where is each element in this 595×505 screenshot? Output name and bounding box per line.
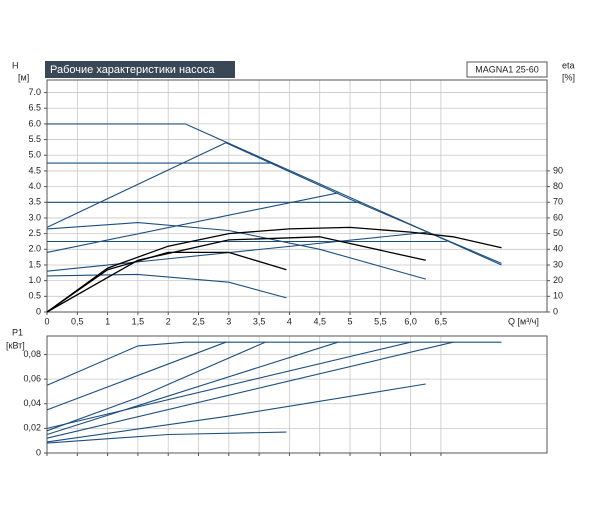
- y-tick-label: 5.0: [28, 150, 41, 160]
- curve: [46, 341, 226, 411]
- y2-tick-label: 40: [553, 244, 563, 254]
- y-tick-label: 6.5: [28, 103, 41, 113]
- curve: [46, 273, 287, 299]
- y-label: P1: [12, 327, 23, 337]
- plot-frame: [46, 79, 548, 313]
- efficiency-curve: [46, 236, 426, 313]
- y2-tick-label: 50: [553, 228, 563, 238]
- curve: [46, 341, 502, 386]
- y-tick-label: 1.5: [28, 259, 41, 269]
- y-tick-label: 1.0: [28, 275, 41, 285]
- y-tick-label: 0,08: [23, 349, 41, 359]
- y-tick-label: 3.5: [28, 197, 41, 207]
- y2-tick-label: 80: [553, 181, 563, 191]
- y-tick-label: 7.0: [28, 87, 41, 97]
- curve: [46, 341, 454, 439]
- y-tick-label: 6.0: [28, 118, 41, 128]
- x-tick-label: 2: [166, 316, 171, 326]
- model-label: MAGNA1 25-60: [475, 64, 539, 74]
- x-tick-label: 4,5: [313, 316, 326, 326]
- curve: [46, 341, 266, 432]
- curve: [46, 222, 426, 280]
- y-tick-label: 0,02: [23, 423, 41, 433]
- y-tick-label: 0,04: [23, 398, 41, 408]
- y2-label: eta: [562, 60, 575, 70]
- curve: [46, 341, 411, 429]
- y2-tick-label: 90: [553, 165, 563, 175]
- plot-area: [47, 336, 547, 453]
- title-box: [45, 61, 235, 78]
- y-tick-label: 4.5: [28, 165, 41, 175]
- y2-tick-label: 60: [553, 212, 563, 222]
- y-tick-label: 0.5: [28, 291, 41, 301]
- x-tick-label: 1,5: [132, 316, 145, 326]
- x-tick-label: 6,5: [435, 316, 448, 326]
- plot-frame: [46, 335, 548, 454]
- y-tick-label: 3.0: [28, 212, 41, 222]
- y-tick-label: 2.0: [28, 244, 41, 254]
- curve: [47, 123, 502, 266]
- efficiency-curve: [46, 226, 502, 313]
- x-tick-label: 3,5: [253, 316, 266, 326]
- x-tick-label: 5,5: [374, 316, 387, 326]
- y-tick-label: 5.5: [28, 134, 41, 144]
- y2-tick-label: 30: [553, 259, 563, 269]
- y-unit: [м]: [18, 72, 29, 82]
- y2-tick-label: 10: [553, 291, 563, 301]
- y-tick-label: 4.0: [28, 181, 41, 191]
- x-tick-label: 2,5: [192, 316, 205, 326]
- y-tick-label: 0,06: [23, 373, 41, 383]
- y-tick-label: 0: [36, 306, 41, 316]
- curve: [46, 231, 429, 272]
- y-tick-label: 0: [36, 447, 41, 457]
- x-label: Q [м³/ч]: [508, 316, 539, 326]
- x-tick-label: 6,0: [404, 316, 417, 326]
- x-tick-label: 0,5: [71, 316, 84, 326]
- y-label: H: [12, 60, 19, 70]
- chart-title: Рабочие характеристики насоса: [50, 64, 215, 76]
- x-tick-label: 5: [348, 316, 353, 326]
- x-tick-label: 3: [226, 316, 231, 326]
- y-tick-label: 2.5: [28, 228, 41, 238]
- curve: [46, 383, 426, 443]
- y2-unit: [%]: [562, 72, 575, 82]
- y-unit: [кВт]: [6, 340, 25, 350]
- curve: [46, 431, 287, 444]
- efficiency-curve: [46, 251, 287, 313]
- x-tick-label: 0: [44, 316, 49, 326]
- y2-tick-label: 70: [553, 197, 563, 207]
- y2-tick-label: 20: [553, 275, 563, 285]
- y2-tick-label: 0: [553, 306, 558, 316]
- model-box: [466, 61, 548, 78]
- x-tick-label: 1: [105, 316, 110, 326]
- curve: [46, 341, 339, 436]
- curve: [46, 142, 502, 264]
- x-tick-label: 4: [287, 316, 292, 326]
- plot-area: [47, 80, 547, 312]
